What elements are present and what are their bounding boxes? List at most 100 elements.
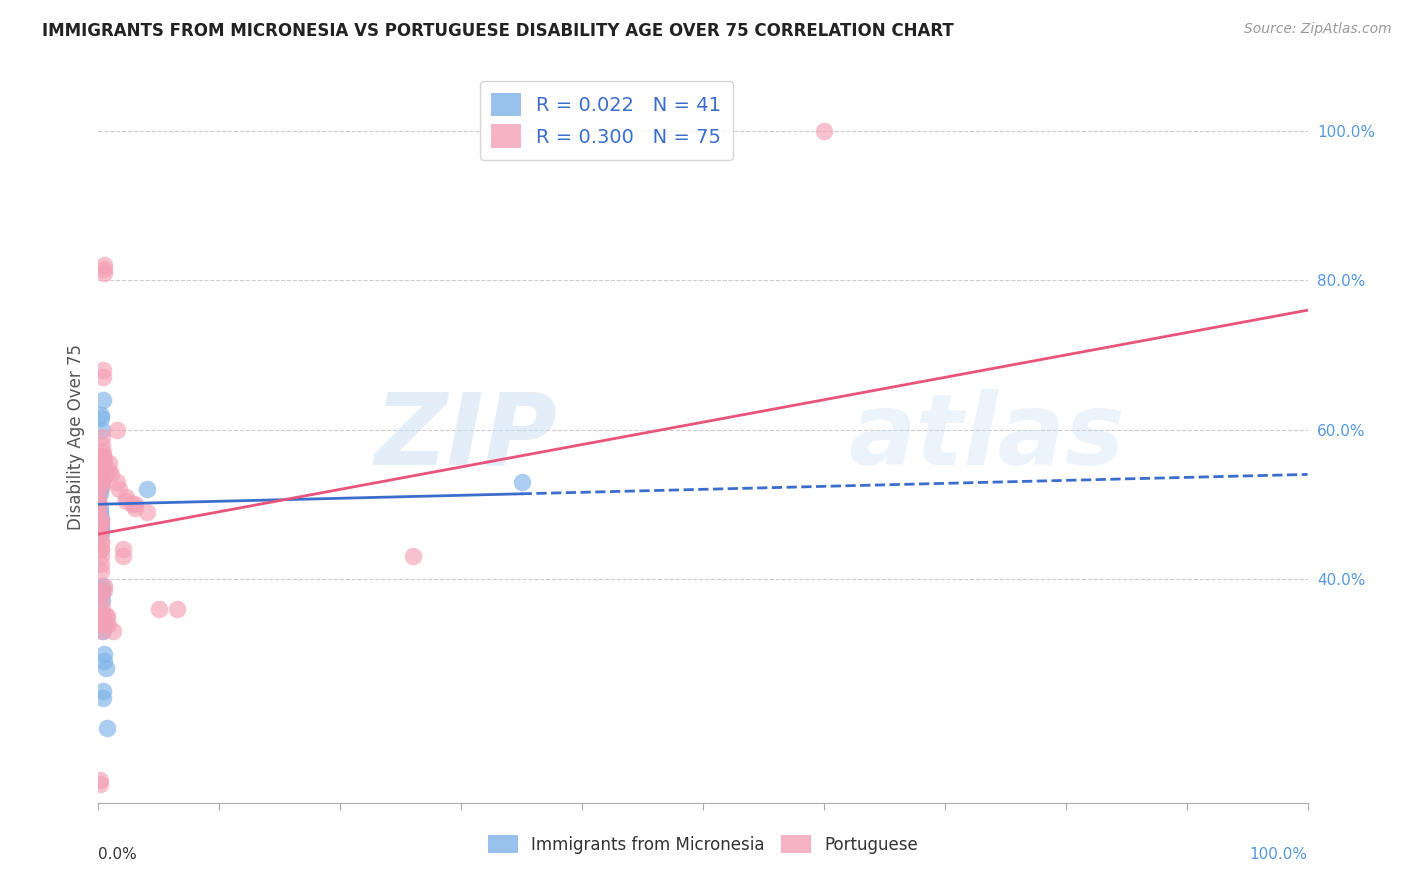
- Point: [89, 467, 111, 482]
- Point: [90, 456, 112, 470]
- Point: [93, 452, 115, 467]
- Point: [91, 587, 114, 601]
- Point: [91, 579, 114, 593]
- Point: [91, 423, 114, 437]
- Y-axis label: Disability Age Over 75: Disability Age Over 75: [66, 344, 84, 530]
- Point: [89, 475, 111, 489]
- Point: [96, 721, 118, 735]
- Point: [89, 773, 111, 788]
- Point: [105, 475, 128, 489]
- Point: [93, 583, 115, 598]
- Point: [87, 493, 110, 508]
- Point: [90, 524, 112, 538]
- Point: [89, 777, 111, 791]
- Point: [90, 449, 112, 463]
- Point: [124, 497, 146, 511]
- Point: [91, 363, 114, 377]
- Point: [91, 370, 114, 384]
- Point: [100, 467, 122, 482]
- Text: 100.0%: 100.0%: [1250, 847, 1308, 862]
- Point: [91, 683, 114, 698]
- Point: [89, 459, 111, 474]
- Point: [87, 497, 110, 511]
- Point: [105, 423, 128, 437]
- Point: [90, 452, 112, 467]
- Point: [90, 452, 112, 467]
- Point: [98, 464, 121, 478]
- Point: [135, 505, 157, 519]
- Point: [89, 471, 111, 485]
- Point: [108, 483, 131, 497]
- Point: [148, 601, 170, 615]
- Point: [90, 516, 112, 530]
- Point: [93, 654, 115, 668]
- Point: [90, 534, 112, 549]
- Point: [91, 583, 114, 598]
- Point: [89, 524, 111, 538]
- Point: [90, 594, 112, 608]
- Point: [93, 266, 115, 280]
- Point: [111, 542, 134, 557]
- Point: [91, 430, 114, 444]
- Point: [90, 542, 112, 557]
- Text: atlas: atlas: [848, 389, 1125, 485]
- Point: [121, 497, 143, 511]
- Point: [94, 467, 117, 482]
- Text: ZIP: ZIP: [375, 389, 558, 485]
- Point: [87, 493, 110, 508]
- Point: [90, 512, 112, 526]
- Point: [89, 467, 111, 482]
- Point: [115, 493, 138, 508]
- Point: [94, 616, 117, 631]
- Point: [93, 259, 115, 273]
- Point: [89, 464, 111, 478]
- Point: [90, 464, 112, 478]
- Point: [91, 594, 114, 608]
- Point: [91, 609, 114, 624]
- Point: [93, 647, 115, 661]
- Point: [89, 486, 111, 500]
- Point: [115, 490, 138, 504]
- Point: [111, 549, 134, 564]
- Point: [91, 616, 114, 631]
- Point: [87, 505, 110, 519]
- Point: [90, 478, 112, 492]
- Point: [98, 456, 121, 470]
- Point: [90, 549, 112, 564]
- Point: [90, 408, 112, 422]
- Point: [90, 587, 112, 601]
- Point: [87, 490, 110, 504]
- Point: [89, 456, 111, 470]
- Point: [89, 508, 111, 523]
- Legend: Immigrants from Micronesia, Portuguese: Immigrants from Micronesia, Portuguese: [481, 829, 925, 860]
- Point: [90, 557, 112, 571]
- Point: [94, 609, 117, 624]
- Point: [90, 527, 112, 541]
- Point: [90, 516, 112, 530]
- Point: [94, 661, 117, 675]
- Point: [91, 601, 114, 615]
- Text: Source: ZipAtlas.com: Source: ZipAtlas.com: [1244, 22, 1392, 37]
- Point: [91, 392, 114, 407]
- Point: [91, 609, 114, 624]
- Point: [124, 500, 146, 515]
- Point: [90, 519, 112, 533]
- Point: [91, 691, 114, 706]
- Point: [91, 449, 114, 463]
- Point: [91, 445, 114, 459]
- Text: IMMIGRANTS FROM MICRONESIA VS PORTUGUESE DISABILITY AGE OVER 75 CORRELATION CHAR: IMMIGRANTS FROM MICRONESIA VS PORTUGUESE…: [42, 22, 953, 40]
- Point: [89, 500, 111, 515]
- Point: [87, 497, 110, 511]
- Point: [87, 490, 110, 504]
- Point: [90, 475, 112, 489]
- Point: [87, 500, 110, 515]
- Point: [90, 542, 112, 557]
- Point: [90, 456, 112, 470]
- Point: [91, 478, 114, 492]
- Point: [90, 534, 112, 549]
- Point: [510, 475, 533, 489]
- Point: [89, 505, 111, 519]
- Point: [89, 471, 111, 485]
- Point: [89, 464, 111, 478]
- Point: [101, 624, 124, 639]
